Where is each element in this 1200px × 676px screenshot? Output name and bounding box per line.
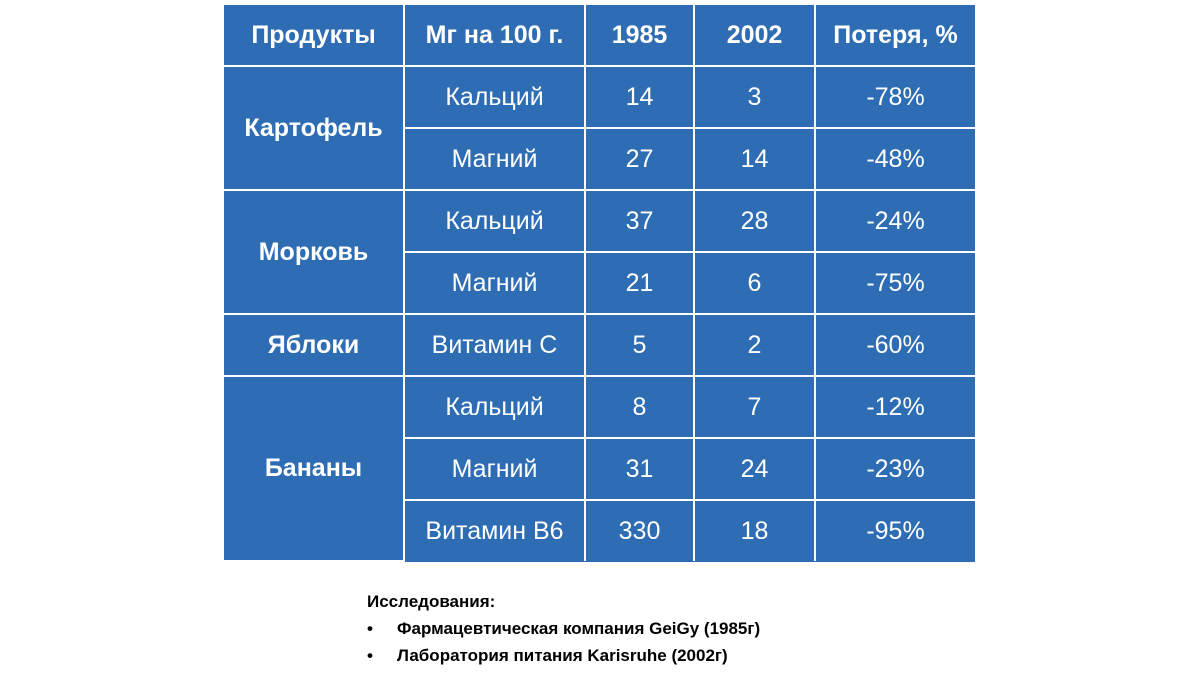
cell-value-2002: 14 <box>693 127 816 191</box>
bullet-icon: • <box>367 646 373 665</box>
table-row: Магний 21 6 -75% <box>224 251 975 315</box>
cell-nutrient: Кальций <box>403 375 586 439</box>
cell-value-1985: 31 <box>584 437 695 501</box>
cell-loss-percent: -12% <box>814 375 975 439</box>
header-products: Продукты <box>224 5 405 67</box>
cell-value-2002: 3 <box>693 65 816 129</box>
cell-value-2002: 6 <box>693 251 816 315</box>
cell-value-1985: 37 <box>584 189 695 253</box>
cell-product: Картофель <box>224 65 405 191</box>
cell-value-1985: 21 <box>584 251 695 315</box>
table-body: Картофель Кальций 14 3 -78% Магний 27 14 -48% Мор… <box>224 65 975 562</box>
table-row: Магний 31 24 -23% <box>224 437 975 501</box>
cell-loss-percent: -78% <box>814 65 975 129</box>
bullet-icon: • <box>367 619 373 638</box>
cell-value-1985: 27 <box>584 127 695 191</box>
nutrient-table: Продукты Мг на 100 г. 1985 2002 Потеря, … <box>224 5 975 562</box>
cell-nutrient: Магний <box>403 251 586 315</box>
cell-value-2002: 24 <box>693 437 816 501</box>
cell-value-1985: 14 <box>584 65 695 129</box>
source-item: • Лаборатория питания Karisruhe (2002г) <box>367 642 760 669</box>
cell-loss-percent: -75% <box>814 251 975 315</box>
table-row: Магний 27 14 -48% <box>224 127 975 191</box>
cell-nutrient: Кальций <box>403 65 586 129</box>
cell-nutrient: Магний <box>403 127 586 191</box>
cell-product: Морковь <box>224 189 405 315</box>
cell-product: Бананы <box>224 375 405 562</box>
header-1985: 1985 <box>584 5 695 67</box>
table-header-row: Продукты Мг на 100 г. 1985 2002 Потеря, … <box>224 5 975 67</box>
cell-value-2002: 7 <box>693 375 816 439</box>
sources-note: Исследования: • Фармацевтическая компани… <box>367 588 760 669</box>
cell-value-2002: 28 <box>693 189 816 253</box>
sources-list: • Фармацевтическая компания GeiGy (1985г… <box>367 615 760 669</box>
cell-nutrient: Витамин В6 <box>403 499 586 561</box>
cell-value-1985: 330 <box>584 499 695 561</box>
source-item: • Фармацевтическая компания GeiGy (1985г… <box>367 615 760 642</box>
cell-value-2002: 2 <box>693 313 816 377</box>
table-row: Морковь Кальций 37 28 -24% <box>224 189 975 315</box>
source-item-text: Фармацевтическая компания GeiGy (1985г) <box>397 619 761 638</box>
table-row: Картофель Кальций 14 3 -78% <box>224 65 975 191</box>
header-mg-per-100g: Мг на 100 г. <box>403 5 586 67</box>
cell-value-2002: 18 <box>693 499 816 561</box>
table-row: Бананы Кальций 8 7 -12% <box>224 375 975 562</box>
source-item-text: Лаборатория питания Karisruhe (2002г) <box>397 646 728 665</box>
table-row: Витамин В6 330 18 -95% <box>224 499 975 561</box>
cell-loss-percent: -60% <box>814 313 975 377</box>
cell-value-1985: 5 <box>584 313 695 377</box>
cell-product: Яблоки <box>224 313 405 377</box>
header-loss-percent: Потеря, % <box>814 5 975 67</box>
cell-loss-percent: -24% <box>814 189 975 253</box>
cell-loss-percent: -48% <box>814 127 975 191</box>
header-2002: 2002 <box>693 5 816 67</box>
cell-nutrient: Магний <box>403 437 586 501</box>
sources-title: Исследования: <box>367 592 496 611</box>
cell-value-1985: 8 <box>584 375 695 439</box>
cell-nutrient: Кальций <box>403 189 586 253</box>
cell-loss-percent: -23% <box>814 437 975 501</box>
cell-nutrient: Витамин С <box>403 313 586 377</box>
table-row: Яблоки Витамин С 5 2 -60% <box>224 313 975 377</box>
cell-loss-percent: -95% <box>814 499 975 561</box>
